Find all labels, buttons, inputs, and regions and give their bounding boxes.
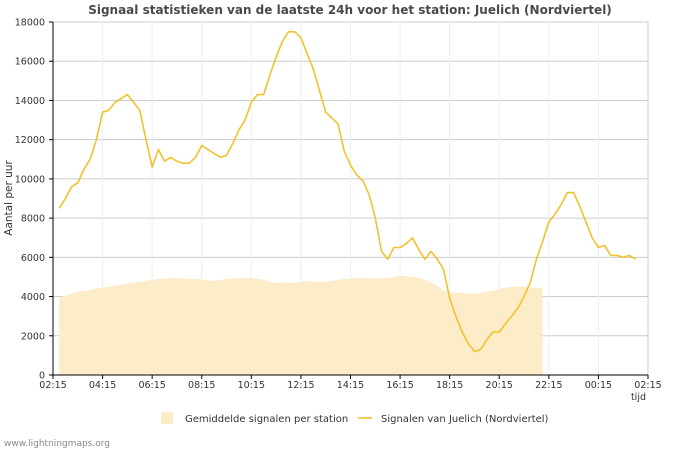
- x-tick-label: 04:15: [89, 380, 116, 391]
- y-tick-label: 10000: [15, 174, 45, 185]
- x-tick-label: 00:15: [585, 380, 612, 391]
- y-axis-ticks: 0 2000 4000 6000 8000 10000 12000 14000 16000 180…: [15, 18, 53, 382]
- station-signals-line: [58, 30, 637, 353]
- x-tick-label: 16:15: [386, 380, 413, 391]
- y-tick-label: 2000: [21, 331, 45, 342]
- y-tick-label: 16000: [15, 57, 45, 68]
- y-tick-label: 12000: [15, 135, 45, 146]
- x-axis-ticks: 02:15 04:15 06:15 08:15 10:15 12:15 14:15 16:15…: [39, 375, 662, 391]
- average-signals-area: [59, 276, 543, 375]
- y-tick-label: 6000: [21, 253, 45, 264]
- x-tick-label: 12:15: [287, 380, 314, 391]
- x-axis-label: tijd: [631, 392, 646, 403]
- x-tick-label: 20:15: [486, 380, 513, 391]
- x-tick-label: 22:15: [535, 380, 562, 391]
- y-tick-label: 14000: [15, 96, 45, 107]
- legend-label-average: Gemiddelde signalen per station: [185, 414, 348, 425]
- y-tick-label: 0: [39, 371, 45, 382]
- x-tick-label: 18:15: [436, 380, 463, 391]
- legend-label-station: Signalen van Juelich (Nordviertel): [381, 414, 549, 425]
- y-axis-label: Aantal per uur: [3, 160, 15, 236]
- x-tick-label: 14:15: [337, 380, 364, 391]
- x-tick-label: 02:15: [634, 380, 661, 391]
- legend-swatch-average: [161, 412, 173, 424]
- x-tick-label: 06:15: [138, 380, 165, 391]
- chart-title: Signaal statistieken van de laatste 24h …: [88, 3, 612, 17]
- y-tick-label: 4000: [21, 292, 45, 303]
- x-tick-label: 02:15: [39, 380, 66, 391]
- watermark: www.lightningmaps.org: [4, 439, 110, 449]
- legend: Gemiddelde signalen per station Signalen…: [161, 412, 549, 425]
- x-tick-label: 10:15: [238, 380, 265, 391]
- x-tick-label: 08:15: [188, 380, 215, 391]
- y-tick-label: 8000: [21, 214, 45, 225]
- y-tick-label: 18000: [15, 18, 45, 29]
